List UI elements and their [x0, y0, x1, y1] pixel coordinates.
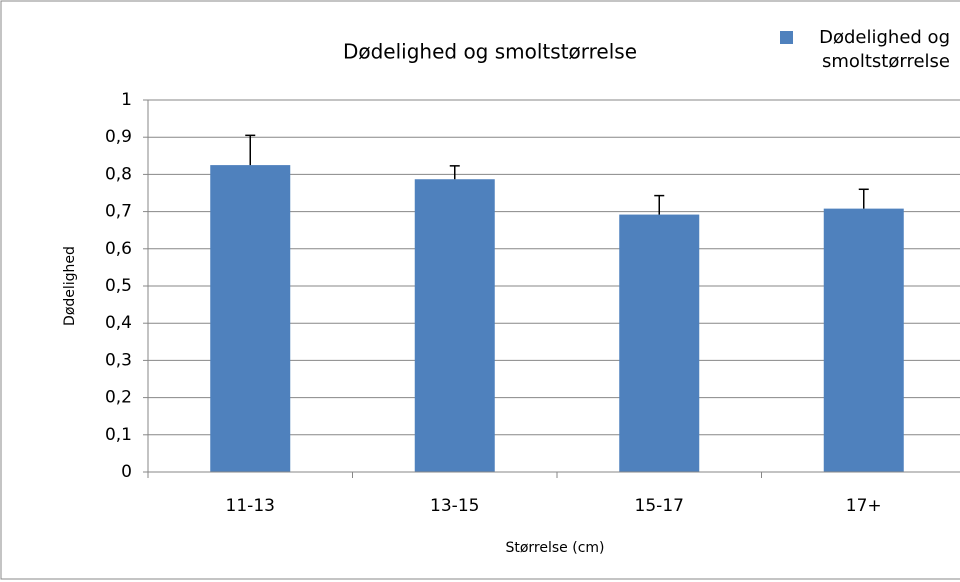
- y-tick-label: 0,4: [105, 313, 132, 333]
- y-tick-label: 0,9: [105, 127, 132, 147]
- y-tick-label: 1: [121, 90, 132, 110]
- y-tick-label: 0,5: [105, 276, 132, 296]
- y-axis-label: Dødelighed: [62, 246, 78, 326]
- x-tick-label: 15-17: [635, 496, 684, 516]
- x-axis-label: Størrelse (cm): [505, 540, 604, 556]
- y-tick-label: 0,3: [105, 350, 132, 370]
- bar: [210, 165, 291, 472]
- chart-title: Dødelighed og smoltstørrelse: [343, 40, 637, 64]
- x-tick-label: 13-15: [430, 496, 479, 516]
- y-tick-label: 0,7: [105, 202, 132, 222]
- y-tick-label: 0,6: [105, 239, 132, 259]
- bar: [823, 208, 904, 472]
- y-tick-label: 0,2: [105, 388, 132, 408]
- x-tick-label: 11-13: [226, 496, 275, 516]
- legend: Dødelighed og smoltstørrelse: [780, 26, 950, 74]
- legend-label: Dødelighed og smoltstørrelse: [819, 27, 950, 72]
- bar: [414, 179, 495, 472]
- legend-swatch: [780, 31, 793, 44]
- bar: [619, 214, 700, 473]
- x-tick-label: 17+: [846, 496, 882, 516]
- y-tick-label: 0,8: [105, 164, 132, 184]
- y-tick-label: 0,1: [105, 425, 132, 445]
- y-tick-label: 0: [121, 462, 132, 482]
